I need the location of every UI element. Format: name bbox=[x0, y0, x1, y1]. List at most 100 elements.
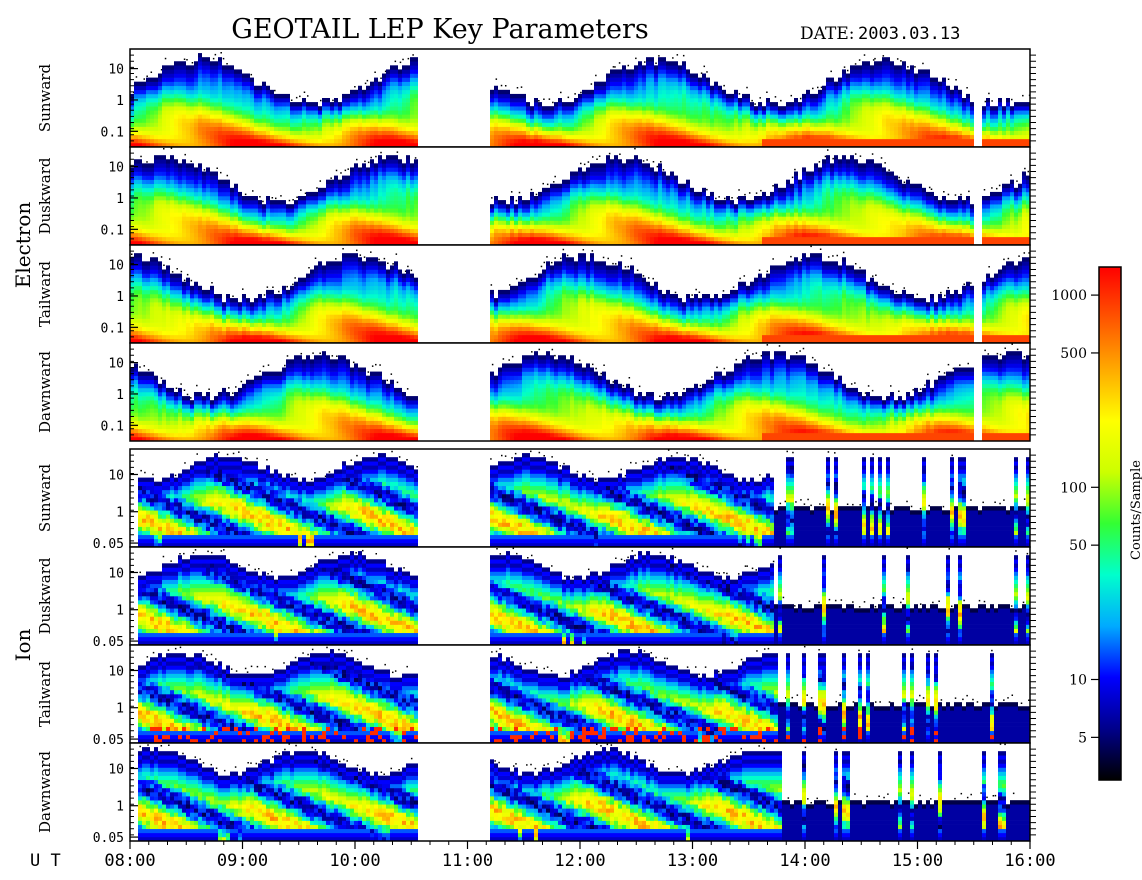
spectrogram-cell bbox=[142, 139, 146, 143]
spectrogram-cell bbox=[842, 78, 846, 82]
spectrogram-cell bbox=[746, 102, 750, 106]
spectrogram-cell bbox=[226, 94, 230, 98]
spectrogram-cell bbox=[606, 135, 610, 139]
spectrogram-cell bbox=[398, 94, 402, 98]
spectrogram-cell bbox=[622, 102, 626, 106]
spectrogram-cell bbox=[874, 98, 878, 102]
spectrogram-cell bbox=[402, 192, 406, 196]
spectrogram-cell bbox=[138, 82, 142, 86]
spectrogram-cell bbox=[574, 229, 578, 233]
spectrogram-cell bbox=[294, 233, 298, 237]
spectrogram-cell bbox=[166, 163, 170, 167]
spectrogram-cell bbox=[518, 139, 522, 143]
spectrogram-cell bbox=[390, 106, 394, 110]
spectrogram-cell bbox=[970, 110, 974, 114]
spectrogram-cell bbox=[566, 192, 570, 196]
spectrogram-cell bbox=[662, 65, 666, 69]
spectrogram-cell bbox=[570, 172, 574, 176]
spectrogram-cell bbox=[798, 114, 802, 118]
spectrogram-cell bbox=[546, 188, 550, 192]
spectrogram-cell bbox=[730, 98, 734, 102]
spectrogram-cell bbox=[394, 163, 398, 167]
spectrogram-cell bbox=[930, 110, 934, 114]
spectrogram-cell bbox=[182, 188, 186, 192]
spectrogram-cell bbox=[894, 123, 898, 127]
spectrogram-cell bbox=[382, 172, 386, 176]
spectrogram-cell bbox=[926, 94, 930, 98]
spectrogram-cell bbox=[762, 110, 766, 114]
spectrogram-cell bbox=[718, 114, 722, 118]
spectrogram-cell bbox=[570, 204, 574, 208]
spectrogram-cell bbox=[306, 208, 310, 212]
spectrogram-cell bbox=[286, 98, 290, 102]
spectrogram-cell bbox=[358, 123, 362, 127]
spectrogram-cell bbox=[354, 216, 358, 220]
spectrogram-cell bbox=[702, 86, 706, 90]
spectrogram-cell bbox=[198, 131, 202, 135]
spectrogram-cell bbox=[370, 184, 374, 188]
spectrogram-cell bbox=[670, 135, 674, 139]
speck bbox=[830, 71, 832, 73]
spectrogram-cell bbox=[586, 110, 590, 114]
spectrogram-cell bbox=[674, 65, 678, 69]
spectrogram-cell bbox=[146, 110, 150, 114]
spectrogram-cell bbox=[166, 172, 170, 176]
spectrogram-cell bbox=[930, 82, 934, 86]
spectrogram-cell bbox=[406, 118, 410, 122]
spectrogram-cell bbox=[494, 106, 498, 110]
spectrogram-cell bbox=[402, 82, 406, 86]
spectrogram-cell bbox=[542, 127, 546, 131]
spectrogram-cell bbox=[166, 69, 170, 73]
spectrogram-cell bbox=[326, 212, 330, 216]
spectrogram-cell bbox=[690, 90, 694, 94]
spectrogram-cell bbox=[614, 74, 618, 78]
spectrogram-cell bbox=[618, 118, 622, 122]
spectrogram-cell bbox=[814, 127, 818, 131]
spectrogram-cell bbox=[290, 212, 294, 216]
y-tick-label: 1 bbox=[116, 94, 124, 109]
spectrogram-cell bbox=[390, 184, 394, 188]
spectrogram-cell bbox=[586, 94, 590, 98]
spectrogram-cell bbox=[942, 82, 946, 86]
spectrogram-cell bbox=[314, 192, 318, 196]
spectrogram-cell bbox=[378, 82, 382, 86]
speck bbox=[299, 96, 301, 98]
spectrogram-cell bbox=[1022, 131, 1026, 135]
spectrogram-cell bbox=[1002, 131, 1006, 135]
spectrogram-cell bbox=[582, 131, 586, 135]
spectrogram-cell bbox=[262, 123, 266, 127]
spectrogram-cell bbox=[802, 106, 806, 110]
spectrogram-cell bbox=[654, 86, 658, 90]
spectrogram-cell bbox=[922, 102, 926, 106]
spectrogram-cell bbox=[194, 65, 198, 69]
spectrogram-cell bbox=[374, 233, 378, 237]
spectrogram-cell bbox=[250, 106, 254, 110]
spectrogram-cell bbox=[410, 131, 414, 135]
spectrogram-cell bbox=[946, 131, 950, 135]
spectrogram-cell bbox=[150, 106, 154, 110]
spectrogram-cell bbox=[142, 229, 146, 233]
spectrogram-cell bbox=[142, 114, 146, 118]
speck bbox=[955, 79, 957, 81]
spectrogram-cell bbox=[162, 208, 166, 212]
spectrogram-cell bbox=[210, 192, 214, 196]
speck bbox=[549, 98, 551, 100]
spectrogram-cell bbox=[198, 94, 202, 98]
spectrogram-cell bbox=[318, 127, 322, 131]
spectrogram-cell bbox=[222, 98, 226, 102]
spectrogram-cell bbox=[646, 131, 650, 135]
spectrogram-cell bbox=[494, 86, 498, 90]
spectrogram-cell bbox=[402, 167, 406, 171]
spectrogram-cell bbox=[694, 74, 698, 78]
spectrogram-cell bbox=[394, 233, 398, 237]
spectrogram-cell bbox=[534, 212, 538, 216]
spectrogram-cell bbox=[506, 221, 510, 225]
spectrogram-cell bbox=[630, 98, 634, 102]
spectrogram-cell bbox=[226, 110, 230, 114]
spectrogram-cell bbox=[498, 102, 502, 106]
spectrogram-cell bbox=[250, 200, 254, 204]
spectrogram-cell bbox=[674, 69, 678, 73]
spectrogram-cell bbox=[582, 188, 586, 192]
spectrogram-cell bbox=[206, 221, 210, 225]
spectrogram-cell bbox=[918, 118, 922, 122]
